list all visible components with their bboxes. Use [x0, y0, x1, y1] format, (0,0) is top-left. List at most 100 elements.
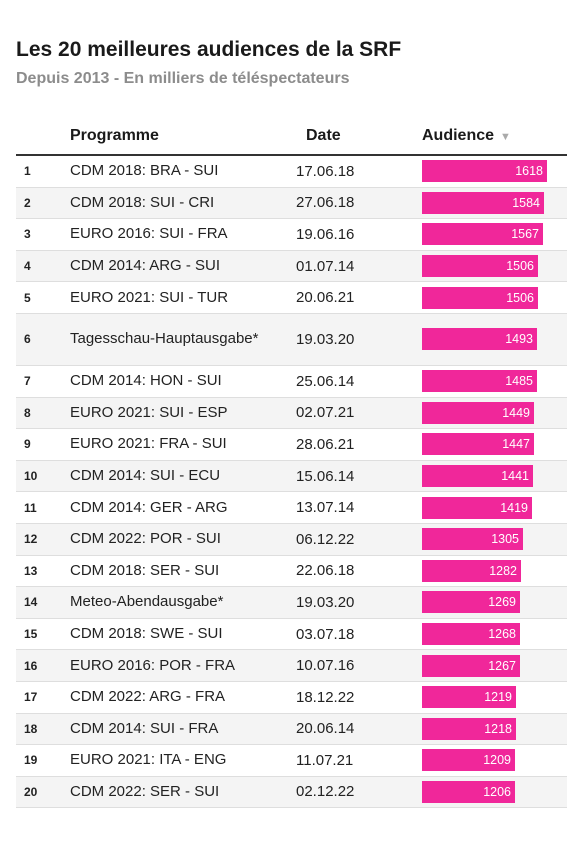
programme-cell: CDM 2014: SUI - FRA: [70, 713, 290, 746]
date-cell: 25.06.14: [290, 365, 422, 398]
audience-bar: 1305: [422, 528, 523, 551]
date-cell: 06.12.22: [290, 523, 422, 556]
date-cell: 02.12.22: [290, 776, 422, 809]
audience-cell: 1493: [422, 313, 567, 366]
audience-value-label: 1584: [512, 195, 540, 210]
audience-bar: 1441: [422, 465, 533, 488]
rank-header: [16, 118, 70, 156]
date-header[interactable]: Date: [290, 118, 422, 156]
audience-bar: 1269: [422, 591, 520, 614]
table-row: 5 EURO 2021: SUI - TUR 20.06.21 1506: [16, 281, 567, 314]
chart-subtitle: Depuis 2013 - En milliers de téléspectat…: [16, 70, 350, 87]
rank-cell: 7: [16, 365, 70, 398]
date-cell: 20.06.14: [290, 713, 422, 746]
audience-cell: 1447: [422, 428, 567, 461]
programme-cell: Meteo-Abendausgabe*: [70, 586, 290, 619]
programme-cell: EURO 2021: FRA - SUI: [70, 428, 290, 461]
table-row: 12 CDM 2022: POR - SUI 06.12.22 1305: [16, 523, 567, 556]
audience-value-label: 1441: [501, 469, 529, 484]
table-body: 1 CDM 2018: BRA - SUI 17.06.18 1618 2 CDM 201…: [16, 155, 567, 809]
audience-bar: 1493: [422, 328, 537, 351]
date-cell: 18.12.22: [290, 681, 422, 714]
rank-cell: 17: [16, 681, 70, 714]
rank-cell: 5: [16, 281, 70, 314]
audience-cell: 1206: [422, 776, 567, 809]
audience-bar: 1506: [422, 286, 538, 309]
rank-cell: 8: [16, 397, 70, 430]
audience-value-label: 1449: [502, 405, 530, 420]
audience-cell: 1618: [422, 155, 567, 188]
date-cell: 28.06.21: [290, 428, 422, 461]
date-cell: 17.06.18: [290, 155, 422, 188]
programme-cell: CDM 2018: SUI - CRI: [70, 187, 290, 220]
date-cell: 19.03.20: [290, 586, 422, 619]
table-row: 4 CDM 2014: ARG - SUI 01.07.14 1506: [16, 250, 567, 283]
audience-cell: 1584: [422, 187, 567, 220]
rank-cell: 6: [16, 313, 70, 366]
programme-cell: CDM 2022: SER - SUI: [70, 776, 290, 809]
table-row: 2 CDM 2018: SUI - CRI 27.06.18 1584: [16, 187, 567, 220]
audience-value-label: 1268: [488, 627, 516, 642]
audience-cell: 1506: [422, 281, 567, 314]
table-row: 20 CDM 2022: SER - SUI 02.12.22 1206: [16, 776, 567, 809]
programme-cell: CDM 2014: SUI - ECU: [70, 460, 290, 493]
programme-cell: Tagesschau-Hauptausgabe*: [70, 313, 290, 366]
audience-bar: 1419: [422, 496, 532, 519]
rank-cell: 9: [16, 428, 70, 461]
audience-cell: 1209: [422, 744, 567, 777]
audience-value-label: 1267: [488, 658, 516, 673]
audience-cell: 1267: [422, 649, 567, 682]
table-row: 1 CDM 2018: BRA - SUI 17.06.18 1618: [16, 155, 567, 188]
table-row: 6 Tagesschau-Hauptausgabe* 19.03.20 1493: [16, 313, 567, 366]
programme-cell: CDM 2018: BRA - SUI: [70, 155, 290, 188]
audience-bar: 1618: [422, 160, 547, 183]
audience-value-label: 1282: [489, 563, 517, 578]
audience-cell: 1305: [422, 523, 567, 556]
programme-cell: EURO 2016: SUI - FRA: [70, 218, 290, 251]
audience-bar: 1567: [422, 223, 543, 246]
audience-bar: 1506: [422, 255, 538, 278]
table-row: 17 CDM 2022: ARG - FRA 18.12.22 1219: [16, 681, 567, 714]
programme-cell: CDM 2022: ARG - FRA: [70, 681, 290, 714]
table-row: 13 CDM 2018: SER - SUI 22.06.18 1282: [16, 555, 567, 588]
programme-cell: CDM 2014: HON - SUI: [70, 365, 290, 398]
date-cell: 15.06.14: [290, 460, 422, 493]
date-cell: 02.07.21: [290, 397, 422, 430]
programme-cell: EURO 2021: SUI - ESP: [70, 397, 290, 430]
audience-bar: 1206: [422, 780, 515, 803]
date-cell: 03.07.18: [290, 618, 422, 651]
audience-bar: 1584: [422, 191, 544, 214]
audience-value-label: 1419: [500, 500, 528, 515]
date-cell: 19.03.20: [290, 313, 422, 366]
table-row: 11 CDM 2014: GER - ARG 13.07.14 1419: [16, 491, 567, 524]
table-row: 8 EURO 2021: SUI - ESP 02.07.21 1449: [16, 397, 567, 430]
audience-table: Programme Date Audience ▼ 1 CDM 2018: BRA …: [16, 118, 567, 809]
audience-header[interactable]: Audience ▼: [422, 118, 567, 156]
programme-cell: CDM 2018: SWE - SUI: [70, 618, 290, 651]
table-row: 16 EURO 2016: POR - FRA 10.07.16 1267: [16, 649, 567, 682]
rank-cell: 18: [16, 713, 70, 746]
programme-header[interactable]: Programme: [70, 118, 290, 156]
audience-header-label: Audience: [422, 127, 495, 144]
programme-cell: EURO 2021: ITA - ENG: [70, 744, 290, 777]
date-cell: 27.06.18: [290, 187, 422, 220]
audience-cell: 1449: [422, 397, 567, 430]
audience-cell: 1419: [422, 491, 567, 524]
rank-cell: 12: [16, 523, 70, 556]
programme-cell: CDM 2014: ARG - SUI: [70, 250, 290, 283]
audience-value-label: 1493: [505, 332, 533, 347]
audience-cell: 1269: [422, 586, 567, 619]
table-row: 18 CDM 2014: SUI - FRA 20.06.14 1218: [16, 713, 567, 746]
audience-cell: 1485: [422, 365, 567, 398]
audience-bar: 1282: [422, 559, 521, 582]
table-row: 7 CDM 2014: HON - SUI 25.06.14 1485: [16, 365, 567, 398]
audience-bar: 1485: [422, 370, 537, 393]
rank-cell: 15: [16, 618, 70, 651]
table-row: 9 EURO 2021: FRA - SUI 28.06.21 1447: [16, 428, 567, 461]
rank-cell: 4: [16, 250, 70, 283]
chart-title: Les 20 meilleures audiences de la SRF: [16, 38, 402, 61]
sort-descending-icon: ▼: [500, 131, 511, 143]
audience-value-label: 1618: [515, 164, 543, 179]
audience-bar: 1447: [422, 433, 534, 456]
audience-value-label: 1206: [483, 784, 511, 799]
